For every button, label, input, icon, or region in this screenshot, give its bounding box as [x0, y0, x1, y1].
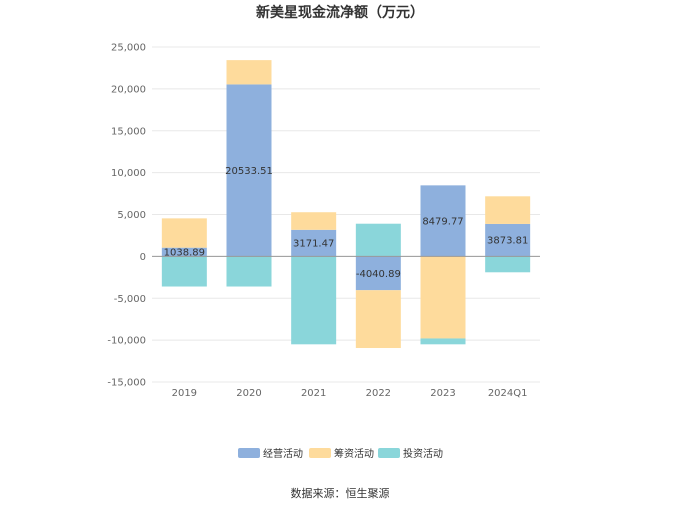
bar-筹资活动-2021 — [291, 212, 337, 230]
bar-投资活动-2019 — [161, 256, 207, 287]
legend-label: 筹资活动 — [334, 447, 374, 460]
bar-经营活动-2024Q1 — [485, 223, 531, 257]
bar-筹资活动-2023 — [420, 256, 466, 339]
grid — [152, 46, 540, 383]
chart-title: 新美星现金流净额（万元） — [256, 4, 424, 21]
y-tick-label: 0 — [140, 252, 146, 263]
data-label: 3873.81 — [487, 236, 528, 247]
y-tick-label: 10,000 — [111, 168, 146, 179]
y-tick-label: 15,000 — [111, 126, 146, 137]
x-tick-label: 2021 — [301, 388, 326, 399]
legend-label: 投资活动 — [403, 447, 443, 460]
y-tick-label: -15,000 — [107, 378, 146, 389]
bar-投资活动-2024Q1 — [485, 256, 531, 273]
bar-筹资活动-2019 — [161, 218, 207, 248]
bar-经营活动-2021 — [291, 229, 337, 257]
legend-swatch — [378, 448, 400, 458]
data-label: 1038.89 — [164, 248, 205, 259]
y-tick-label: 20,000 — [111, 84, 146, 95]
legend-swatch — [238, 448, 260, 458]
y-tick-label: -10,000 — [107, 336, 146, 347]
bar-投资活动-2023 — [420, 338, 466, 345]
x-tick-label: 2024Q1 — [488, 388, 528, 399]
bar-经营活动-2022 — [355, 256, 401, 291]
data-labels: 1038.89 20533.51 3171.47 -4040.89 8479.77 387… — [164, 166, 529, 280]
data-label: 20533.51 — [225, 166, 273, 177]
bar-经营活动-2020 — [226, 84, 272, 257]
y-axis: 25,000 20,000 15,000 10,000 5,000 0 -5,000 -10,… — [107, 43, 146, 389]
y-tick-label: 25,000 — [111, 43, 146, 54]
bar-投资活动-2021 — [291, 256, 337, 345]
bar-筹资活动-2020 — [226, 60, 272, 85]
x-tick-label: 2019 — [172, 388, 197, 399]
y-tick-label: -5,000 — [114, 294, 146, 305]
bar-筹资活动-2022 — [355, 290, 401, 349]
data-label: -4040.89 — [356, 269, 401, 280]
y-tick-label: 5,000 — [117, 210, 146, 221]
bar-经营活动-2023 — [420, 185, 466, 257]
bar-投资活动-2022 — [355, 223, 401, 257]
bar-投资活动-2020 — [226, 256, 272, 287]
bar-经营活动-2019 — [161, 247, 207, 257]
bars — [161, 60, 531, 349]
legend: 经营活动 筹资活动 投资活动 — [238, 447, 443, 460]
x-tick-label: 2022 — [366, 388, 391, 399]
data-label: 8479.77 — [422, 216, 463, 227]
source-note: 数据来源：恒生聚源 — [291, 486, 390, 500]
x-tick-label: 2023 — [430, 388, 455, 399]
bar-筹资活动-2024Q1 — [485, 196, 531, 224]
legend-label: 经营活动 — [263, 447, 303, 460]
x-tick-label: 2020 — [236, 388, 261, 399]
x-axis: 2019 2020 2021 2022 2023 2024Q1 — [172, 388, 528, 399]
legend-swatch — [309, 448, 331, 458]
data-label: 3171.47 — [293, 239, 334, 250]
